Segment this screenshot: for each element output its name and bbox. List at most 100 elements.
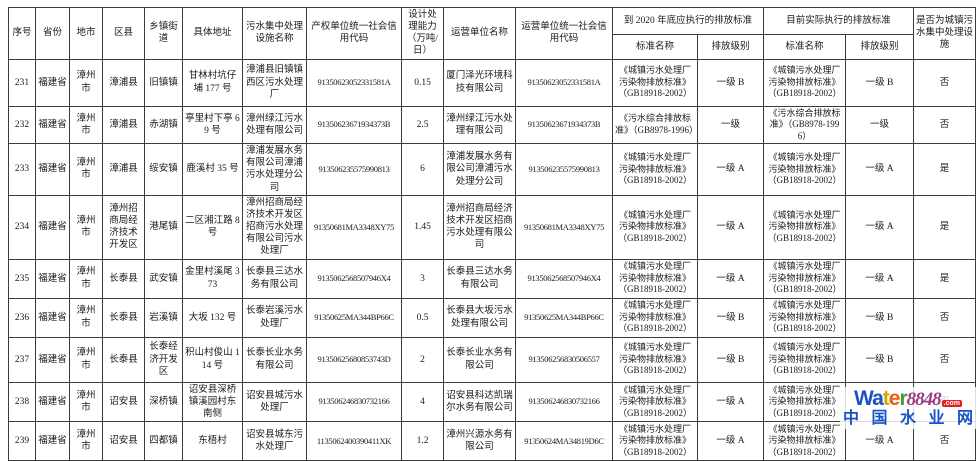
cell-capacity: 6 [401,143,444,196]
cell-operator-code: 913506235575990813 [515,143,613,196]
cell-address: 积山村俊山 114 号 [182,336,243,383]
cell-capacity: 3 [401,258,444,299]
cell-owner-code: 9135062568507946X4 [306,258,402,299]
table-row: 234 福建省 漳州市 漳州招商局经济技术开发区 港尾镇 二区湘江路 8 号 漳… [8,194,977,260]
col-header-operator: 运营单位名称 [443,7,516,60]
cell-operator-name: 漳浦发展水务有限公司漳浦污水处理分公司 [443,143,516,196]
table-row: 238 福建省 漳州市 诏安县 深桥镇 诏安县深桥镇溪园村东南侧 诏安县城污水处… [8,381,977,423]
col-header-std2020-group: 到 2020 年底应执行的排放标准 [611,7,765,35]
cell-city: 漳州市 [69,336,103,383]
cell-address: 诏安县深桥镇溪园村东南侧 [182,381,243,423]
cell-operator-code: 91350624MA34819D6C [515,421,613,461]
cell-current-name: 《城镇污水处理厂污染物排放标准》（GB18918-2002） [763,194,847,260]
col-header-std2020-level: 排放级别 [696,33,765,60]
cell-facility-name: 长泰县三达水务有限公司 [242,258,307,299]
col-header-city: 地市 [69,7,103,60]
cell-std2020-name: 《城镇污水处理厂污染物排放标准》（GB18918-2002） [612,143,698,196]
cell-city: 漳州市 [69,194,103,260]
cell-facility-name: 漳州绿江污水处理有限公司 [242,105,307,145]
cell-town: 深桥镇 [144,381,183,423]
watermark-site-char: 水 [899,410,916,428]
cell-facility-name: 长泰岩溪污水处理厂 [242,297,307,338]
cell-province: 福建省 [35,421,70,461]
cell-current-level: 一级 A [845,143,915,196]
cell-current-name: 《城镇污水处理厂污染物排放标准》（GB18918-2002） [763,297,847,338]
cell-std2020-level: 一级 A [696,194,765,260]
cell-current-level: 一级 B [845,336,915,383]
watermark-logo: Water8848 .com [840,388,976,409]
cell-std2020-name: 《城镇污水处理厂污染物排放标准》（GB18918-2002） [612,297,698,338]
cell-owner-code: 91350625680853743D [306,336,402,383]
cell-operator-code: 913506246830732166 [515,381,613,423]
table-row: 237 福建省 漳州市 长泰县 长泰经济开发区 积山村俊山 114 号 长泰长业… [8,336,977,383]
cell-seq: 232 [8,105,36,145]
cell-current-name: 《城镇污水处理厂污染物排放标准》（GB18918-2002） [763,143,847,196]
watermark-word: Water [854,388,908,409]
cell-std2020-level: 一级 B [696,58,765,107]
watermark-letter: a [872,387,884,411]
cell-address: 鹿溪村 35 号 [182,143,243,196]
cell-is-urban: 否 [913,58,977,107]
cell-seq: 234 [8,194,36,260]
sewage-facilities-table: 序号 省份 地市 区县 乡镇街道 具体地址 污水集中处理设施名称 产权单位统一社… [8,7,977,461]
watermark-com-badge: .com [941,400,962,408]
cell-std2020-level: 一级 A [696,381,765,423]
cell-std2020-level: 一级 A [696,258,765,299]
cell-district: 长泰县 [102,336,145,383]
cell-operator-name: 长泰长业水务有限公司 [443,336,516,383]
table-body: 231 福建省 漳州市 漳浦县 旧镇镇 甘林村坑仔埔 177 号 漳浦县旧镇镇西… [8,58,977,461]
cell-current-level: 一级 [845,105,915,145]
cell-std2020-level: 一级 A [696,143,765,196]
col-header-province: 省份 [35,7,70,60]
cell-capacity: 4 [401,381,444,423]
cell-is-urban: 是 [913,258,977,299]
cell-city: 漳州市 [69,58,103,107]
cell-operator-name: 漳州招商局经济技术开发区招商污水处理有限公司 [443,194,516,260]
watermark-letter: e [888,387,901,411]
cell-facility-name: 漳州招商局经济技术开发区招商污水处理有限公司污水处理厂 [242,194,307,260]
cell-owner-code: 913506235575990813 [306,143,402,196]
cell-province: 福建省 [35,58,70,107]
cell-current-level: 一级 A [845,258,915,299]
cell-current-name: 《污水综合排放标准》（GB8978-1996） [763,105,847,145]
cell-operator-name: 厦门泽光环境科技有限公司 [443,58,516,107]
cell-town: 岩溪镇 [144,297,183,338]
cell-operator-code: 91350625MA344BP66C [515,297,613,338]
cell-city: 漳州市 [69,143,103,196]
col-header-owner-code: 产权单位统一社会信用代码 [306,7,402,60]
watermark-site-name: 中国水业网 [840,410,976,428]
table-row: 235 福建省 漳州市 长泰县 武安镇 金里村溪尾 373 长泰县三达水务有限公… [8,258,977,299]
cell-is-urban: 否 [913,336,977,383]
cell-town: 武安镇 [144,258,183,299]
cell-province: 福建省 [35,297,70,338]
cell-city: 漳州市 [69,297,103,338]
cell-owner-code: 1135062400390411XK [306,421,402,461]
cell-current-name: 《城镇污水处理厂污染物排放标准》（GB18918-2002） [763,421,847,461]
col-header-std2020-name: 标准名称 [612,33,698,60]
table-row: 232 福建省 漳州市 漳浦县 赤湖镇 亭里村下亭 69 号 漳州绿江污水处理有… [8,105,977,145]
watermark-letter: W [854,387,873,411]
cell-current-name: 《城镇污水处理厂污染物排放标准》（GB18918-2002） [763,58,847,107]
cell-district: 诏安县 [102,381,145,423]
cell-address: 东梧村 [182,421,243,461]
cell-operator-code: 91350623052331581A [515,58,613,107]
cell-address: 金里村溪尾 373 [182,258,243,299]
cell-capacity: 1.2 [401,421,444,461]
cell-is-urban: 否 [913,105,977,145]
cell-capacity: 2.5 [401,105,444,145]
cell-std2020-name: 《城镇污水处理厂污染物排放标准》（GB18918-2002） [612,258,698,299]
watermark-site-char: 国 [871,410,888,428]
cell-province: 福建省 [35,381,70,423]
cell-owner-code: 913506246830732166 [306,381,402,423]
watermark-site-char: 中 [843,410,860,428]
table-header: 序号 省份 地市 区县 乡镇街道 具体地址 污水集中处理设施名称 产权单位统一社… [8,7,977,60]
watermark-letter: r [899,387,907,411]
cell-owner-code: 91350623052331581A [306,58,402,107]
watermark-number: 8848 [906,389,942,411]
cell-district: 漳浦县 [102,58,145,107]
cell-district: 漳州招商局经济技术开发区 [102,194,145,260]
cell-province: 福建省 [35,336,70,383]
cell-owner-code: 91350681MA3348XY75 [306,194,402,260]
cell-seq: 239 [8,421,36,461]
col-header-seq: 序号 [8,7,36,60]
